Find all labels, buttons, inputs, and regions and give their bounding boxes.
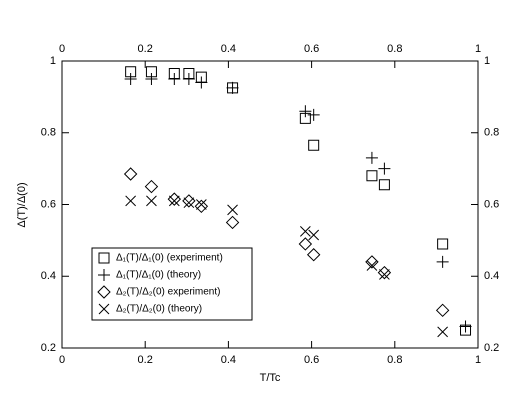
data-point — [460, 324, 472, 336]
legend-text: Δ₂(T)/Δ₂(0) experiment) — [116, 287, 220, 298]
data-point — [182, 194, 196, 208]
data-point — [227, 204, 238, 216]
x-tick-label-top: 1 — [475, 43, 481, 55]
x-tick-label: 0.2 — [138, 354, 153, 366]
data-point — [365, 255, 379, 269]
data-point — [183, 197, 195, 209]
y-tick-label: 0.2 — [41, 342, 56, 354]
x-tick-label-top: 0.2 — [138, 43, 153, 55]
data-point — [378, 179, 390, 191]
x-tick-label: 0 — [59, 354, 65, 366]
data-point — [167, 192, 182, 206]
legend-marker — [98, 269, 110, 281]
data-point — [308, 139, 320, 151]
x-tick-label: 1 — [475, 354, 481, 366]
data-point — [437, 238, 449, 250]
data-point — [306, 248, 321, 262]
y-tick-label-right: 1 — [484, 55, 490, 67]
data-point — [366, 170, 378, 182]
data-point — [125, 66, 137, 78]
data-point — [168, 72, 181, 85]
data-point — [195, 76, 208, 89]
data-point — [194, 199, 209, 214]
data-point — [366, 260, 378, 271]
data-point — [299, 105, 312, 118]
data-point — [123, 167, 138, 181]
legend-marker — [98, 252, 110, 264]
data-point — [377, 265, 392, 280]
data-point — [196, 199, 207, 210]
data-point — [300, 226, 311, 237]
y-tick-label-right: 0.4 — [484, 270, 499, 282]
x-tick-label: 0.8 — [387, 354, 402, 366]
data-point — [225, 215, 240, 230]
legend-text: Δ₂(T)/Δ₂(0) (theory) — [116, 304, 202, 315]
data-point — [144, 179, 159, 194]
x-axis-title: T/Tc — [260, 372, 281, 384]
y-tick-label: 0.8 — [41, 127, 56, 139]
data-point — [124, 72, 137, 85]
data-point — [298, 237, 313, 251]
data-point — [125, 195, 136, 207]
y-tick-label: 0.4 — [41, 270, 56, 282]
y-tick-label-right: 0.2 — [484, 342, 499, 354]
data-point — [146, 195, 157, 207]
x-tick-label-top: 0.8 — [387, 43, 402, 55]
data-point — [379, 269, 390, 280]
y-tick-label-right: 0.8 — [484, 127, 499, 139]
y-axis-title: Δ(T)/Δ(0) — [16, 182, 28, 227]
data-point — [437, 326, 448, 338]
data-point — [145, 66, 157, 78]
data-point — [182, 72, 195, 85]
legend-box — [91, 247, 253, 321]
data-point — [435, 303, 450, 318]
data-point — [378, 162, 391, 175]
legend-text: Δ₁(T)/Δ₁(0) (theory) — [116, 270, 201, 281]
legend-text: Δ₁(T)/Δ₁(0) (experiment) — [116, 253, 223, 264]
legend-marker — [98, 303, 110, 315]
data-point — [308, 229, 320, 241]
data-point — [145, 72, 158, 85]
y-tick-label: 0.6 — [41, 198, 56, 210]
x-tick-label: 0.4 — [221, 354, 236, 366]
data-point — [459, 320, 472, 333]
data-point — [226, 81, 239, 94]
data-point — [168, 195, 180, 207]
data-point — [436, 255, 449, 268]
legend-marker — [97, 285, 111, 299]
data-point — [307, 108, 320, 121]
x-tick-label-top: 0.4 — [221, 43, 236, 55]
y-tick-label-right: 0.6 — [484, 198, 499, 210]
data-point — [299, 112, 311, 124]
x-tick-label-top: 0.6 — [304, 43, 319, 55]
x-tick-label: 0.6 — [304, 354, 319, 366]
data-point — [365, 151, 378, 164]
y-tick-label: 1 — [50, 55, 56, 67]
data-point — [227, 82, 239, 94]
x-tick-label-top: 0 — [59, 43, 65, 55]
